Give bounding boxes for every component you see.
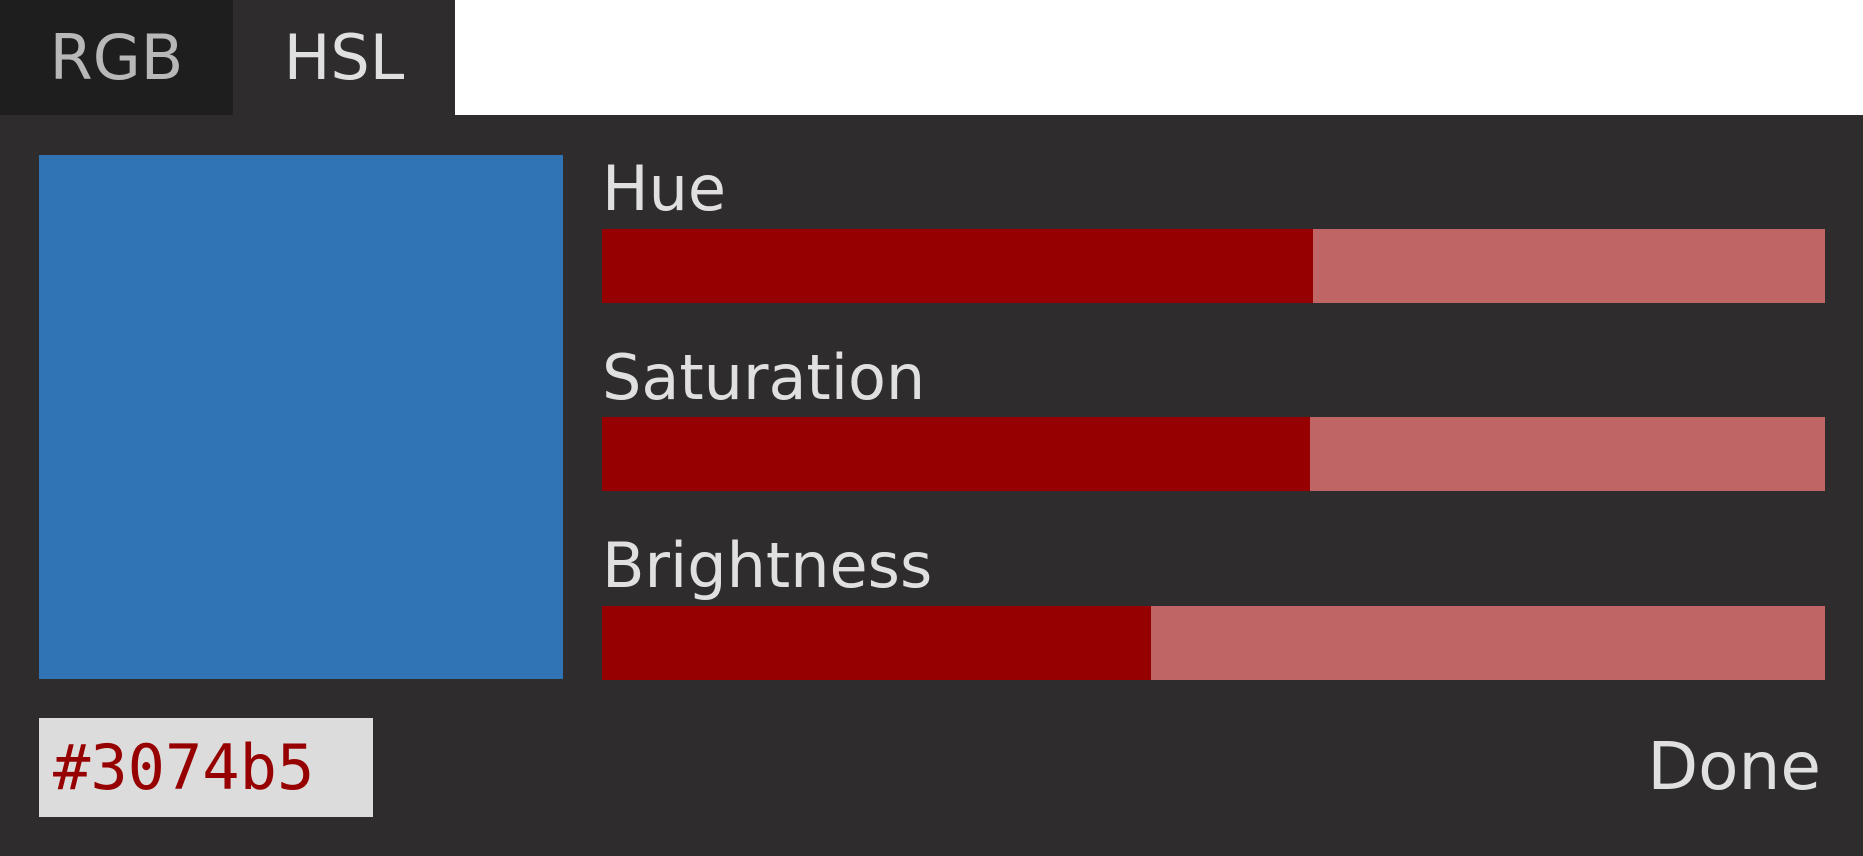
color-picker-panel: Hue Saturation Brightness Done bbox=[0, 115, 1863, 856]
saturation-slider[interactable] bbox=[602, 417, 1825, 491]
brightness-slider[interactable] bbox=[602, 606, 1825, 680]
tab-hsl[interactable]: HSL bbox=[233, 0, 455, 115]
tab-bar: RGB HSL bbox=[0, 0, 1863, 115]
saturation-slider-fill bbox=[602, 417, 1311, 491]
hex-color-input[interactable] bbox=[39, 718, 373, 817]
brightness-slider-fill bbox=[602, 606, 1152, 680]
brightness-label: Brightness bbox=[602, 529, 933, 602]
hue-slider-fill bbox=[602, 229, 1313, 303]
tab-rgb[interactable]: RGB bbox=[0, 0, 233, 115]
hue-label: Hue bbox=[602, 152, 727, 225]
color-preview-swatch bbox=[39, 155, 563, 679]
saturation-label: Saturation bbox=[602, 341, 926, 414]
done-button[interactable]: Done bbox=[1647, 724, 1821, 810]
hue-slider[interactable] bbox=[602, 229, 1825, 303]
